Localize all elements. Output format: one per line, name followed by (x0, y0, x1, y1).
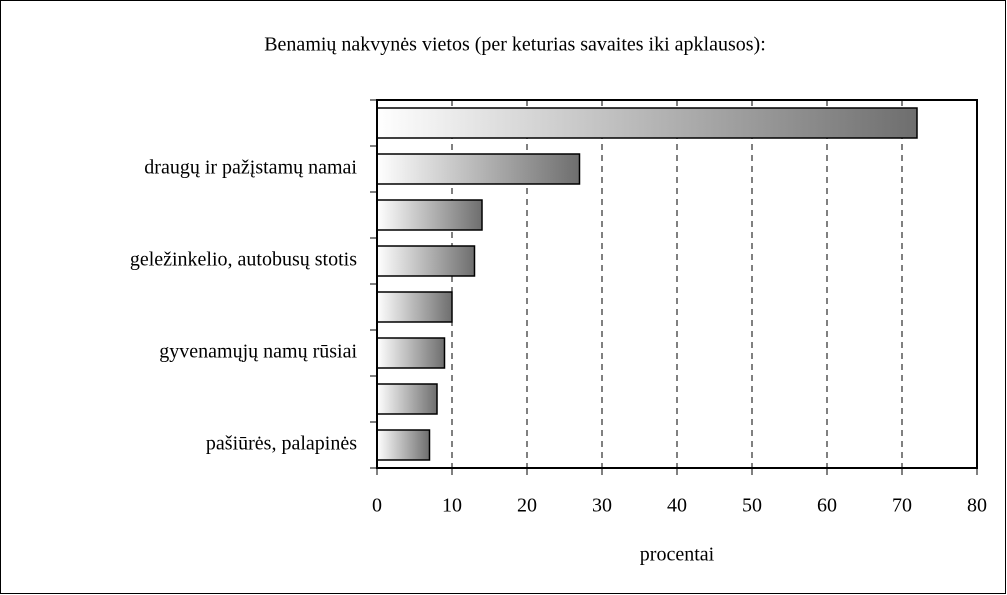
y-tick-label: geležinkelio, autobusų stotis (130, 249, 357, 271)
x-tick-label: 40 (667, 495, 687, 517)
x-tick-label: 10 (442, 495, 462, 517)
x-tick-label: 20 (517, 495, 537, 517)
x-tick-label: 0 (372, 495, 382, 517)
bar (376, 337, 446, 369)
bar (376, 107, 918, 139)
x-tick-label: 70 (892, 495, 912, 517)
bar (376, 199, 483, 231)
y-tick-label: pašiūrės, palapinės (206, 433, 357, 455)
plot-area (376, 99, 978, 469)
x-tick-label: 30 (592, 495, 612, 517)
bar (376, 383, 438, 415)
x-tick-label: 50 (742, 495, 762, 517)
x-tick-label: 60 (817, 495, 837, 517)
y-tick-label: gyvenamųjų namų rūsiai (159, 341, 357, 363)
x-tick-label: 80 (967, 495, 987, 517)
bar (376, 153, 581, 185)
bar (376, 429, 431, 461)
bar (376, 245, 476, 277)
y-tick-label: draugų ir pažįstamų namai (144, 157, 357, 179)
chart-title: Benamių nakvynės vietos (per keturias sa… (264, 34, 766, 56)
bar (376, 291, 453, 323)
x-axis-title: procentai (640, 544, 715, 566)
